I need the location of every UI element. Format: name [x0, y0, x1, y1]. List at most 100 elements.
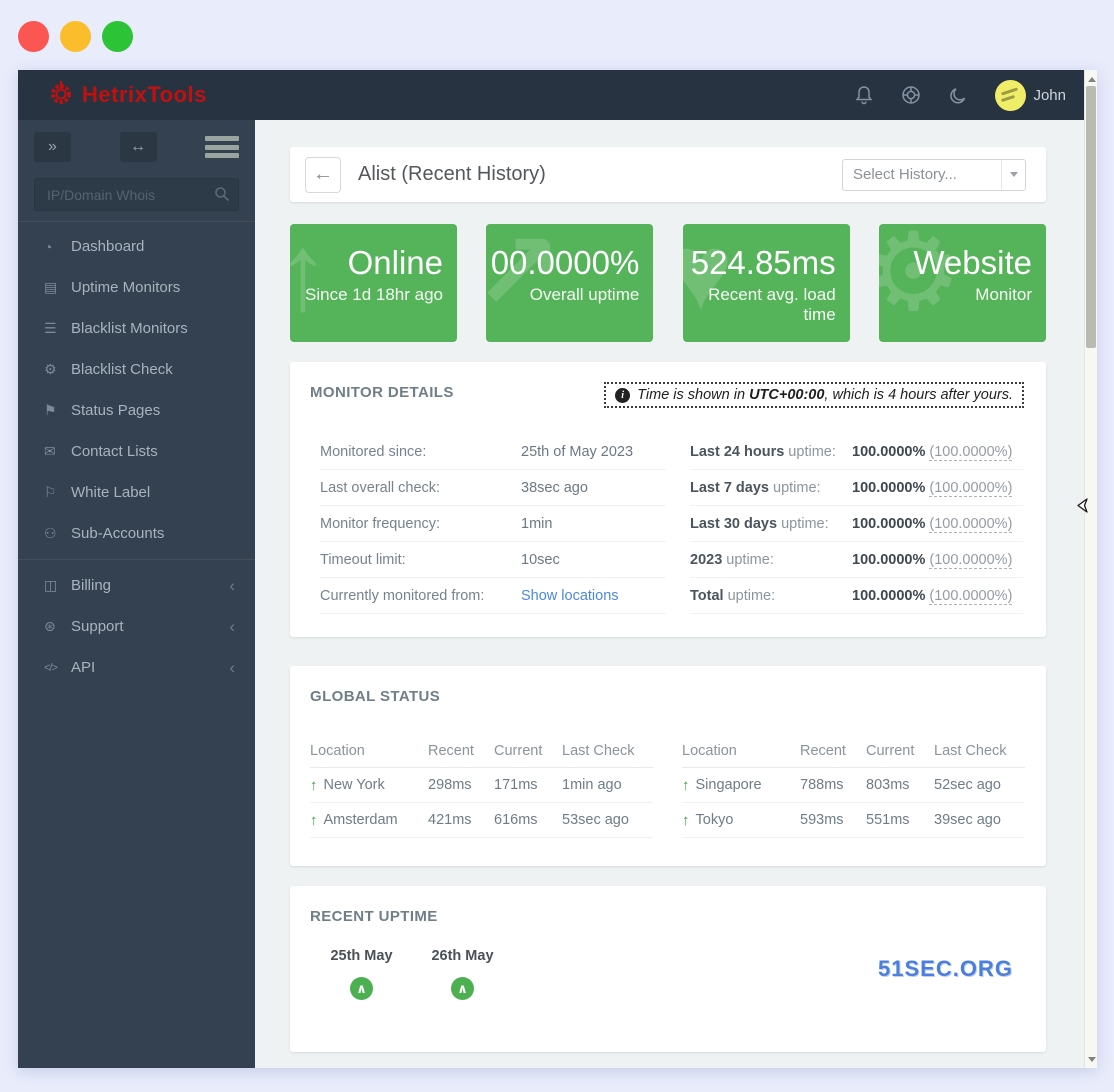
sidebar-item-uptime-monitors[interactable]: ▤ Uptime Monitors — [18, 267, 255, 308]
table-row: ↑ Singapore 788ms 803ms 52sec ago — [682, 768, 1025, 803]
recent-uptime-card: RECENT UPTIME 25th May ∧ 26th May ∧ 51SE… — [290, 886, 1046, 1052]
status-label: Overall uptime — [529, 284, 640, 304]
uptime-tooltip-value[interactable]: (100.0000%) — [929, 515, 1013, 533]
table-row: Timeout limit: 10sec — [320, 542, 666, 578]
status-label: Recent avg. load time — [708, 284, 836, 324]
brand-logo-icon — [48, 80, 74, 111]
sidebar-divider — [18, 559, 255, 560]
vertical-scrollbar[interactable] — [1084, 70, 1097, 1068]
history-select[interactable]: Select History... — [842, 158, 1026, 191]
uptime-day-label: 26th May — [431, 948, 494, 964]
site-watermark: 51SEC.ORG — [878, 956, 1013, 981]
sidebar-item-label: API — [71, 659, 96, 676]
uptime-day-label: 25th May — [330, 948, 393, 964]
status-label: Monitor — [975, 284, 1032, 304]
list-icon: ▤ — [44, 279, 58, 295]
support-lifering-icon[interactable] — [901, 85, 921, 105]
chevron-left-icon: ‹ — [229, 657, 235, 677]
chevron-left-icon: ‹ — [229, 575, 235, 595]
chevron-left-icon: ‹ — [229, 616, 235, 636]
table-header: Location Recent Current Last Check — [682, 734, 1025, 768]
status-card-online: ↑ Online Since 1d 18hr ago — [290, 224, 457, 342]
global-status-card: GLOBAL STATUS Location Recent Current La… — [290, 666, 1046, 866]
sidebar-item-label: Blacklist Monitors — [71, 320, 188, 337]
table-row: Last 24 hours uptime: 100.0000% (100.0000… — [690, 434, 1023, 470]
sidebar-item-label: Billing — [71, 577, 112, 594]
uptime-table: Last 24 hours uptime: 100.0000% (100.0000… — [690, 434, 1023, 614]
page-title: Alist (Recent History) — [358, 163, 546, 185]
minimize-window-button[interactable] — [60, 21, 91, 52]
table-row: 2023 uptime: 100.0000% (100.0000%) — [690, 542, 1023, 578]
table-row: ↑ Amsterdam 421ms 616ms 53sec ago — [310, 803, 653, 838]
resize-sidebar-button[interactable]: ↔ — [119, 132, 157, 162]
sidebar-menu: ◔ Dashboard ▤ Uptime Monitors ☰ Blacklis… — [18, 226, 255, 688]
sidebar-item-label: Support — [71, 618, 124, 635]
user-menu[interactable]: John — [995, 79, 1066, 111]
table-row: Last 30 days uptime: 100.0000% (100.0000%… — [690, 506, 1023, 542]
double-chevron-icon: » — [48, 138, 57, 155]
brand-name: HetrixTools — [82, 82, 207, 107]
collapse-sidebar-button[interactable]: » — [34, 132, 71, 162]
uptime-tooltip-value[interactable]: (100.0000%) — [929, 587, 1013, 605]
sidebar-item-blacklist-monitors[interactable]: ☰ Blacklist Monitors — [18, 308, 255, 349]
sidebar-item-label: Status Pages — [71, 402, 161, 419]
bookmark-icon: ⚐ — [44, 484, 57, 500]
sidebar-item-label: Contact Lists — [71, 443, 158, 460]
sidebar-item-support[interactable]: ⊛ Support ‹ — [18, 606, 255, 647]
zoom-window-button[interactable] — [102, 21, 133, 52]
whois-search-input[interactable] — [34, 178, 239, 211]
sidebar-divider — [18, 221, 255, 222]
brand[interactable]: HetrixTools — [48, 80, 207, 111]
monitor-info-table: Monitored since: 25th of May 2023 Last o… — [320, 434, 666, 614]
status-value: 524.85ms — [690, 244, 836, 281]
uptime-tooltip-value[interactable]: (100.0000%) — [929, 479, 1013, 497]
stack-icon: ☰ — [44, 320, 57, 336]
sidebar-item-dashboard[interactable]: ◔ Dashboard — [18, 226, 255, 267]
app-window: HetrixTools — [18, 70, 1097, 1068]
details-columns: Monitored since: 25th of May 2023 Last o… — [320, 434, 1023, 614]
table-row: Monitored since: 25th of May 2023 — [320, 434, 666, 470]
sidebar-item-sub-accounts[interactable]: ⚇ Sub-Accounts — [18, 513, 255, 554]
notifications-bell-icon[interactable] — [854, 85, 874, 105]
scroll-down-button[interactable] — [1085, 1052, 1098, 1066]
topbar-actions: John — [854, 70, 1066, 120]
show-locations-link[interactable]: Show locations — [521, 587, 619, 604]
scrollbar-thumb[interactable] — [1086, 86, 1096, 348]
status-card-monitor-type: ⚙ Website Monitor — [878, 224, 1046, 342]
arrow-left-icon: ← — [313, 163, 333, 185]
contacts-icon: ✉ — [44, 443, 56, 459]
sidebar-item-label: Uptime Monitors — [71, 279, 181, 296]
sidebar-item-status-pages[interactable]: ⚑ Status Pages — [18, 390, 255, 431]
scroll-up-button[interactable] — [1085, 72, 1098, 86]
status-up-icon: ↑ — [310, 776, 318, 794]
global-status-table-left: Location Recent Current Last Check ↑ New … — [310, 734, 653, 838]
monitor-details-card: MONITOR DETAILS i Time is shown in UTC+0… — [290, 362, 1046, 637]
uptime-tooltip-value[interactable]: (100.0000%) — [929, 443, 1013, 461]
table-row: ↑ Tokyo 593ms 551ms 39sec ago — [682, 803, 1025, 838]
sidebar-item-billing[interactable]: ◫ Billing ‹ — [18, 565, 255, 606]
gears-icon: ⚙ — [44, 361, 57, 377]
close-window-button[interactable] — [18, 21, 49, 52]
uptime-tooltip-value[interactable]: (100.0000%) — [929, 551, 1013, 569]
sidebar-item-white-label[interactable]: ⚐ White Label — [18, 472, 255, 513]
status-value: 00.0000% — [490, 244, 640, 281]
menu-toggle-button[interactable] — [205, 134, 239, 160]
back-button[interactable]: ← — [305, 156, 341, 193]
sidebar-item-contact-lists[interactable]: ✉ Contact Lists — [18, 431, 255, 472]
uptime-up-chevron-icon: ∧ — [451, 977, 474, 1000]
table-row: Last overall check: 38sec ago — [320, 470, 666, 506]
sidebar-item-label: Blacklist Check — [71, 361, 173, 378]
user-avatar — [995, 79, 1027, 111]
dark-mode-moon-icon[interactable] — [948, 85, 968, 105]
sidebar-item-blacklist-check[interactable]: ⚙ Blacklist Check — [18, 349, 255, 390]
status-up-icon: ↑ — [682, 776, 690, 794]
status-card-load-time: ♥ 524.85ms Recent avg. load time — [682, 224, 850, 342]
table-row: Currently monitored from: Show locations — [320, 578, 666, 614]
section-heading: RECENT UPTIME — [310, 908, 438, 925]
code-icon: </> — [44, 661, 58, 674]
global-status-columns: Location Recent Current Last Check ↑ New … — [310, 734, 1025, 838]
search-icon — [214, 186, 230, 207]
section-heading: GLOBAL STATUS — [310, 688, 441, 705]
table-row: ↑ New York 298ms 171ms 1min ago — [310, 768, 653, 803]
sidebar-item-api[interactable]: </> API ‹ — [18, 647, 255, 688]
